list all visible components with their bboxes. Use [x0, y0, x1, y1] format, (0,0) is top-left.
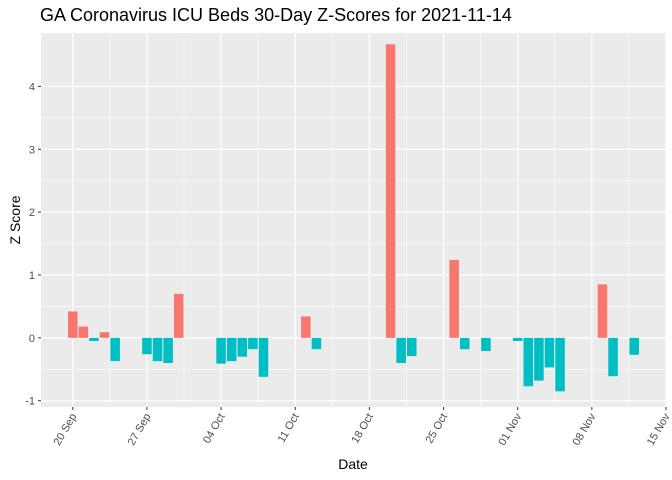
bar-2021-10-26	[449, 259, 459, 338]
bar-2021-09-29	[163, 337, 173, 363]
bar-2021-09-21	[78, 326, 89, 338]
bar-2021-10-07	[248, 337, 258, 350]
bar-2021-10-08	[258, 337, 269, 377]
bar-2021-10-04	[216, 337, 226, 364]
bar-2021-09-22	[89, 337, 99, 341]
x-tick-label: 04 Oct	[201, 412, 228, 446]
x-axis-title: Date	[338, 456, 368, 472]
plot-panel	[41, 33, 666, 407]
bar-2021-10-21	[396, 337, 406, 363]
bar-2021-11-10	[608, 337, 618, 377]
x-tick-label: 18 Oct	[349, 412, 376, 446]
bar-2021-10-29	[481, 337, 491, 352]
x-tick-label: 11 Oct	[276, 412, 302, 445]
chart-title: GA Coronavirus ICU Beds 30-Day Z-Scores …	[40, 5, 512, 25]
y-tick-label: 2	[29, 207, 35, 219]
bar-2021-10-22	[406, 337, 417, 357]
bar-2021-11-03	[534, 337, 544, 381]
x-axis: 20 Sep 27 Sep 04 Oct 11 Oct 18 Oct 25 Oct 01 N…	[52, 407, 672, 448]
y-tick-label: 1	[29, 270, 35, 282]
x-tick-label: 01 Nov	[496, 411, 524, 448]
bar-2021-10-05	[226, 337, 237, 362]
y-tick-label: -1	[25, 396, 35, 408]
y-axis: -1 0 1 2 3 4	[25, 81, 41, 408]
y-tick-label: 3	[29, 144, 35, 156]
bar-2021-10-12	[301, 316, 311, 338]
minor-gridlines	[41, 33, 666, 407]
x-tick-label: 27 Sep	[126, 412, 154, 448]
bar-2021-10-27	[459, 337, 470, 350]
bar-2021-09-27	[142, 337, 152, 355]
bar-2021-09-24	[110, 337, 120, 362]
bar-2021-11-12	[629, 337, 639, 355]
bars-group	[68, 44, 639, 392]
x-tick-label: 25 Oct	[424, 412, 451, 446]
bar-2021-09-20	[68, 311, 78, 338]
bar-2021-09-30	[173, 293, 184, 338]
y-tick-label: 4	[29, 81, 35, 93]
bar-2021-10-06	[237, 337, 248, 357]
x-tick-label: 20 Sep	[52, 412, 80, 448]
bar-2021-10-13	[311, 337, 322, 350]
bar-2021-10-20	[385, 44, 396, 338]
x-tick-label: 08 Nov	[571, 411, 599, 448]
bar-2021-09-28	[152, 337, 163, 362]
bar-2021-11-09	[597, 284, 608, 338]
bar-2021-11-01	[512, 337, 523, 341]
y-tick-label: 0	[29, 333, 35, 345]
bar-2021-11-04	[544, 337, 555, 368]
y-axis-title: Z Score	[7, 195, 23, 244]
bar-2021-09-23	[99, 332, 110, 338]
x-tick-label: 15 Nov	[645, 411, 672, 448]
bar-2021-11-05	[555, 337, 565, 392]
bar-2021-11-02	[523, 337, 534, 387]
